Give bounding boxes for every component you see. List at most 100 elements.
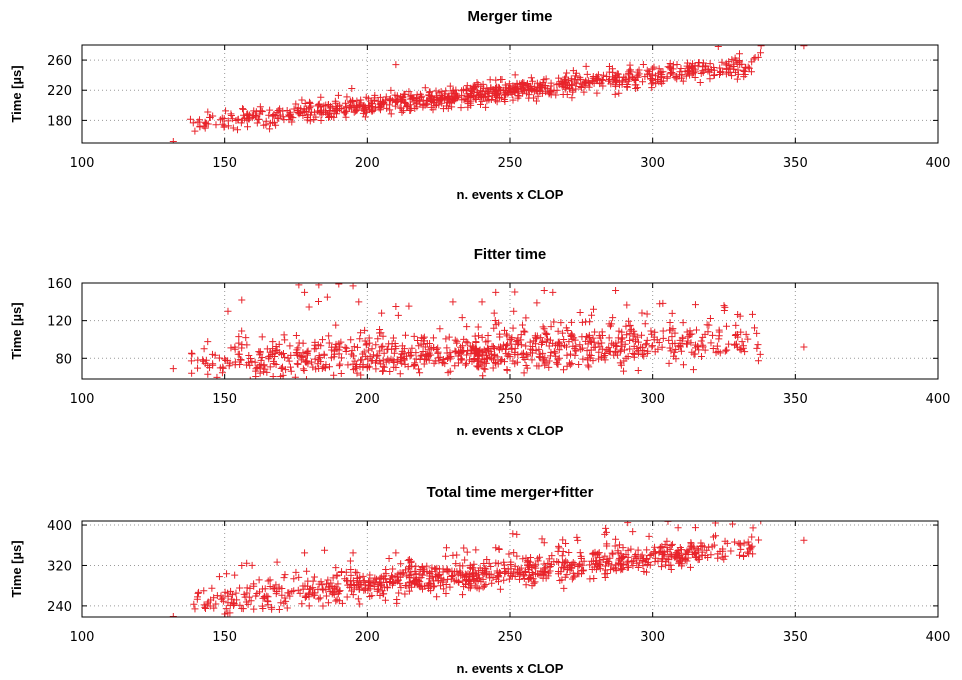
data-point	[303, 357, 311, 365]
data-point	[554, 327, 562, 335]
data-point	[525, 94, 533, 102]
data-point	[623, 559, 631, 567]
data-point	[287, 367, 295, 375]
data-point	[246, 355, 254, 363]
chart-title: Fitter time	[474, 246, 547, 263]
data-point	[411, 104, 419, 112]
data-point	[245, 352, 253, 360]
data-point	[651, 348, 659, 356]
data-point	[449, 298, 457, 306]
data-point	[540, 355, 548, 363]
data-point	[707, 551, 715, 559]
data-point	[354, 595, 362, 603]
data-point	[275, 114, 283, 122]
data-point	[650, 333, 658, 341]
data-point	[405, 88, 413, 96]
data-point	[335, 346, 343, 354]
data-point	[330, 108, 338, 116]
data-point	[482, 571, 490, 579]
data-point	[618, 328, 626, 336]
data-point	[411, 359, 419, 367]
data-point	[327, 102, 335, 110]
data-point	[212, 121, 220, 129]
data-point	[711, 521, 719, 527]
data-point	[564, 76, 572, 84]
data-point	[713, 342, 721, 350]
data-point	[603, 558, 611, 566]
data-point	[525, 87, 533, 95]
data-point	[685, 546, 693, 554]
data-point	[213, 373, 221, 379]
data-point	[350, 102, 358, 110]
data-point	[694, 556, 702, 564]
x-axis-label: n. events x CLOP	[457, 423, 564, 438]
x-tick-label: 100	[70, 156, 95, 171]
data-point	[190, 600, 198, 608]
data-point	[266, 125, 274, 133]
data-point	[237, 356, 245, 364]
data-point	[239, 105, 247, 113]
data-point	[677, 65, 685, 73]
data-point	[469, 572, 477, 580]
data-point	[242, 334, 250, 342]
data-point	[253, 363, 261, 371]
data-point	[359, 363, 367, 371]
data-point	[337, 354, 345, 362]
data-point	[224, 592, 232, 600]
data-point	[415, 342, 423, 350]
data-point	[377, 343, 385, 351]
data-point	[619, 544, 627, 552]
data-point	[221, 610, 229, 617]
data-point	[611, 564, 619, 572]
data-point	[407, 558, 415, 566]
data-point	[256, 588, 264, 596]
data-point	[423, 568, 431, 576]
data-point	[398, 108, 406, 116]
data-point	[497, 94, 505, 102]
data-point	[531, 578, 539, 586]
data-point	[570, 573, 578, 581]
data-point	[366, 363, 374, 371]
data-point	[216, 364, 224, 372]
data-point	[444, 98, 452, 106]
data-point	[444, 369, 452, 377]
data-point	[285, 589, 293, 597]
data-point	[528, 356, 536, 364]
data-point	[663, 537, 671, 545]
data-point	[297, 353, 305, 361]
data-point	[522, 362, 530, 370]
data-point	[412, 570, 420, 578]
data-point	[744, 538, 752, 546]
data-point	[668, 333, 676, 341]
data-point	[281, 571, 289, 579]
data-point	[297, 105, 305, 113]
data-point	[675, 559, 683, 567]
data-point	[533, 299, 541, 307]
data-point	[710, 541, 718, 549]
x-tick-label: 150	[212, 630, 237, 645]
data-point	[482, 349, 490, 357]
data-point	[370, 583, 378, 591]
data-point	[643, 71, 651, 79]
data-point	[409, 94, 417, 102]
data-point	[623, 301, 631, 309]
data-point	[477, 82, 485, 90]
data-point	[412, 349, 420, 357]
data-point	[221, 355, 229, 363]
data-point	[529, 575, 537, 583]
data-point	[710, 71, 718, 79]
data-point	[194, 356, 202, 364]
data-point	[335, 340, 343, 348]
data-point	[800, 45, 808, 50]
data-point	[210, 604, 218, 612]
data-point	[576, 549, 584, 557]
data-point	[365, 346, 373, 354]
data-point	[621, 340, 629, 348]
data-point	[517, 341, 525, 349]
data-point	[497, 75, 505, 83]
data-point	[489, 343, 497, 351]
data-point	[749, 524, 757, 532]
data-point	[191, 127, 199, 135]
data-point	[386, 578, 394, 586]
data-point	[601, 356, 609, 364]
